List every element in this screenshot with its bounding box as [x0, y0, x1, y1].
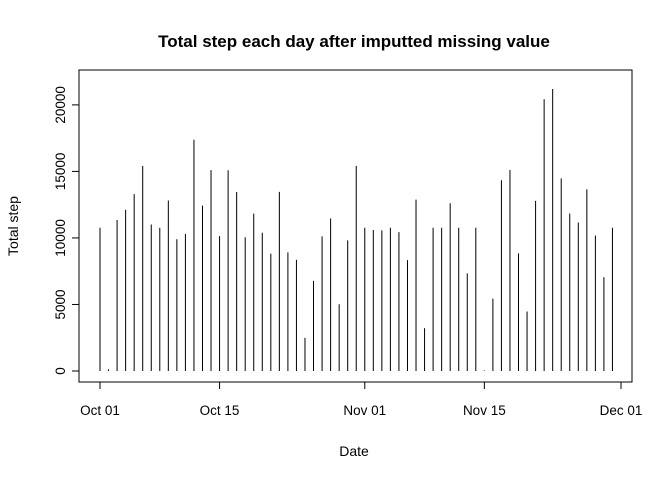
bars-layer — [99, 89, 613, 371]
y-axis: 0 5000 10000 15000 20000 — [53, 86, 80, 375]
x-tick-label-dec-01: Dec 01 — [600, 403, 643, 418]
y-tick-label-5000: 5000 — [53, 289, 68, 319]
y-tick-label-15000: 15000 — [53, 153, 68, 191]
x-tick-label-nov-15: Nov 15 — [463, 403, 506, 418]
x-axis-label: Date — [339, 443, 369, 459]
x-tick-label-nov-01: Nov 01 — [343, 403, 386, 418]
chart-title: Total step each day after imputted missi… — [158, 32, 550, 51]
y-axis-label: Total step — [5, 196, 21, 256]
x-axis: Oct 01 Oct 15 Nov 01 Nov 15 Dec 01 — [80, 381, 643, 418]
x-tick-label-oct-01: Oct 01 — [80, 403, 120, 418]
y-tick-label-20000: 20000 — [53, 86, 68, 124]
y-tick-label-10000: 10000 — [53, 219, 68, 257]
y-tick-label-0: 0 — [53, 367, 68, 375]
x-tick-label-oct-15: Oct 15 — [200, 403, 240, 418]
